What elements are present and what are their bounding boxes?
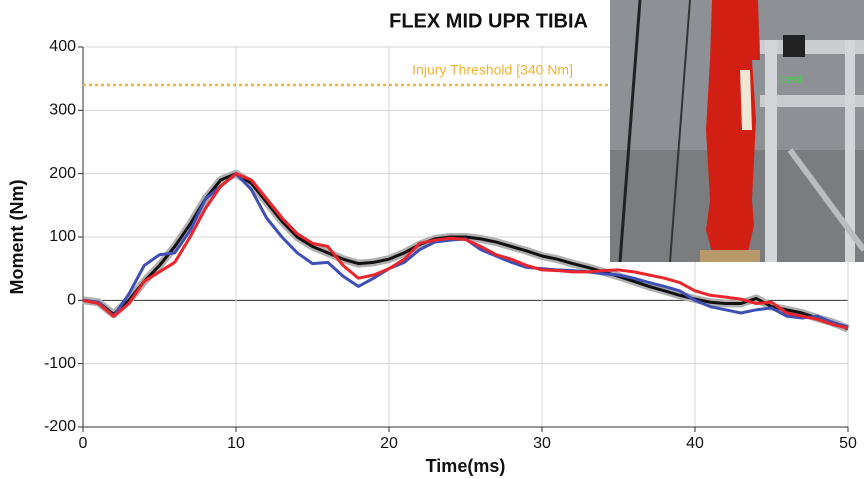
y-tick-label: 400 xyxy=(49,38,76,55)
series-line xyxy=(82,172,849,331)
y-axis-label: Moment (Nm) xyxy=(7,180,27,295)
x-tick-label: 0 xyxy=(79,435,88,452)
photo-label: best xyxy=(780,72,803,86)
y-tick-label: -100 xyxy=(44,355,76,372)
x-axis-label: Time(ms) xyxy=(426,456,506,476)
inset-photo: best xyxy=(610,0,864,263)
x-tick-label: 40 xyxy=(686,435,704,452)
y-tick-label: 200 xyxy=(49,165,76,182)
chart-title: FLEX MID UPR TIBIA xyxy=(389,10,588,32)
series-line xyxy=(82,172,849,330)
y-tick-label: 300 xyxy=(49,102,76,119)
x-tick-label: 20 xyxy=(380,435,398,452)
x-tick-label: 10 xyxy=(227,435,245,452)
y-tick-label: 0 xyxy=(67,292,76,309)
x-tick-label: 50 xyxy=(839,435,857,452)
y-tick-label: -200 xyxy=(44,418,76,435)
x-tick-label: 30 xyxy=(533,435,551,452)
y-tick-label: 100 xyxy=(49,228,76,245)
threshold-label: Injury Threshold [340 Nm] xyxy=(412,62,573,78)
